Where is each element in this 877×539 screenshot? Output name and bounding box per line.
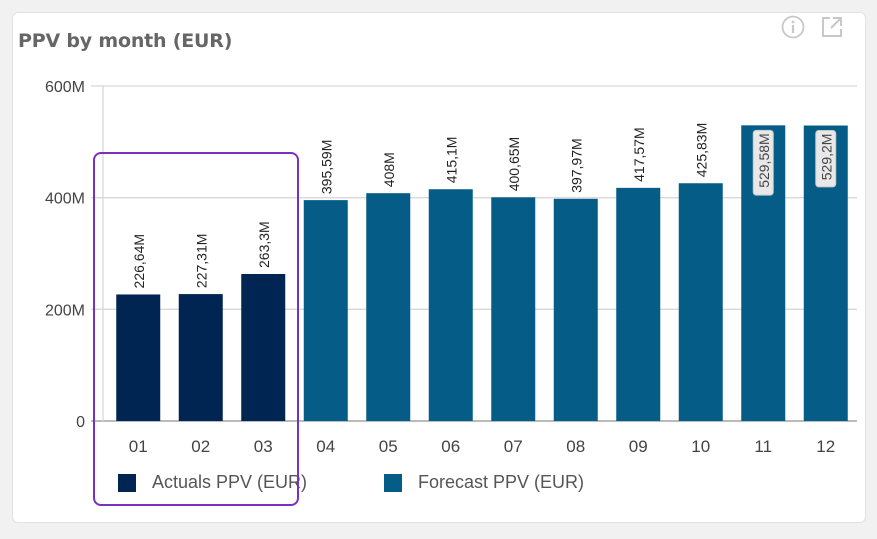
legend-label-forecast: Forecast PPV (EUR) [418, 472, 585, 492]
x-tick-label: 09 [629, 437, 648, 456]
legend-label-actuals: Actuals PPV (EUR) [152, 472, 308, 492]
y-tick-label: 600M [45, 79, 85, 96]
data-label: 263,3M [256, 221, 272, 268]
x-tick-label: 04 [316, 437, 335, 456]
x-tick-label: 03 [254, 437, 273, 456]
bar-07[interactable] [491, 197, 536, 421]
bar-02[interactable] [178, 294, 223, 421]
x-tick-label: 06 [441, 437, 460, 456]
bar-04[interactable] [303, 200, 348, 421]
widget-title: PPV by month (EUR) [18, 30, 233, 52]
x-tick-label: 12 [816, 437, 835, 456]
data-label: 400,65M [506, 137, 522, 191]
bar-10[interactable] [678, 183, 723, 421]
bar-01[interactable] [116, 294, 161, 421]
legend-swatch-forecast [384, 473, 402, 492]
bar-09[interactable] [616, 187, 661, 421]
y-tick-label: 400M [45, 191, 85, 208]
legend-item-forecast[interactable]: Forecast PPV (EUR) [384, 472, 584, 493]
x-tick-label: 01 [129, 437, 148, 456]
bar-03[interactable] [241, 273, 286, 421]
data-label: 397,97M [569, 138, 585, 192]
open-external-icon[interactable] [820, 15, 844, 39]
data-label-bg [752, 129, 774, 196]
info-icon[interactable] [781, 15, 805, 39]
data-label: 226,64M [131, 234, 147, 288]
x-tick-label: 05 [379, 437, 398, 456]
data-label: 529,58M [756, 133, 772, 187]
y-tick-label: 200M [45, 302, 85, 319]
x-tick-label: 11 [754, 437, 772, 456]
x-tick-label: 02 [191, 437, 210, 456]
y-tick-label: 0 [76, 414, 85, 431]
data-label: 395,59M [319, 140, 335, 194]
legend-item-actuals[interactable]: Actuals PPV (EUR) [118, 472, 307, 493]
data-label: 425,83M [694, 123, 710, 177]
data-label: 417,57M [631, 127, 647, 181]
data-label: 227,31M [194, 234, 210, 288]
legend-swatch-actuals [118, 473, 136, 492]
bar-08[interactable] [553, 198, 598, 421]
data-label: 529,2M [819, 134, 835, 181]
data-label: 415,1M [444, 137, 460, 184]
actuals-highlight-box [93, 152, 299, 506]
data-label: 408M [381, 152, 397, 187]
x-tick-label: 08 [566, 437, 585, 456]
x-tick-label: 10 [691, 437, 710, 456]
data-label-bg [815, 130, 837, 188]
bar-05[interactable] [366, 193, 411, 421]
x-tick-label: 07 [504, 437, 523, 456]
bar-06[interactable] [428, 189, 473, 421]
